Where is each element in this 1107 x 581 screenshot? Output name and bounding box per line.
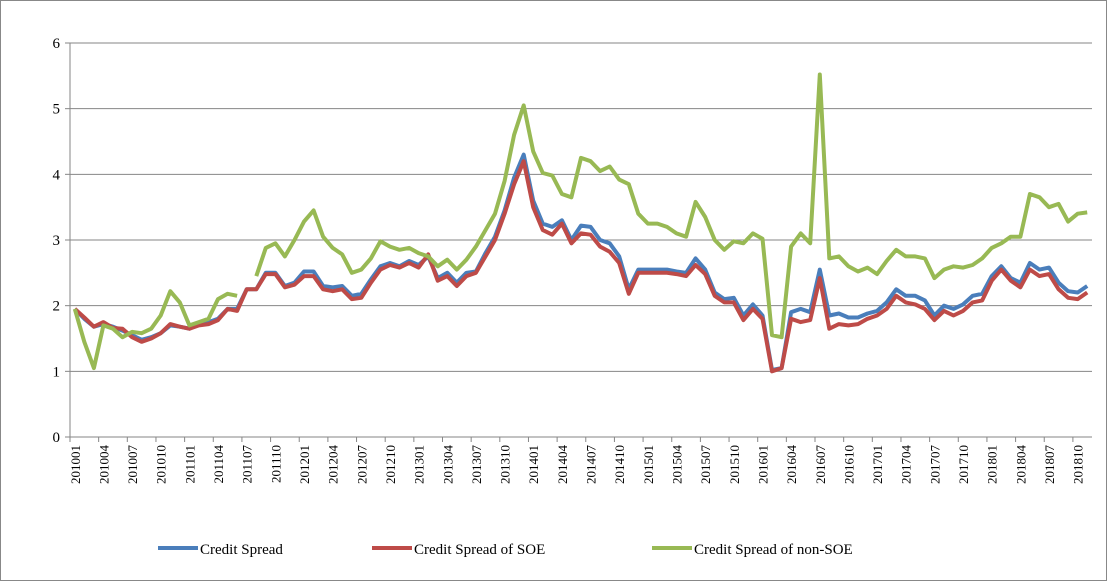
x-tick-label: 201410	[612, 445, 627, 484]
x-tick-label: 201201	[297, 445, 312, 484]
x-tick-label: 201710	[956, 445, 971, 484]
series-line	[72, 72, 1088, 371]
legend-label: Credit Spread of SOE	[414, 542, 545, 558]
x-tick-label: 201707	[927, 445, 942, 485]
y-tick-label: 1	[53, 364, 61, 380]
x-tick-label: 201801	[985, 445, 1000, 484]
x-tick-label: 201610	[841, 445, 856, 484]
x-tick-label: 201604	[784, 445, 799, 485]
x-tick-label: 201107	[240, 445, 255, 484]
x-tick-label: 201704	[899, 445, 914, 485]
x-tick-label: 201310	[498, 445, 513, 484]
x-tick-label: 201307	[469, 445, 484, 485]
y-tick-label: 4	[53, 167, 61, 183]
x-tick-label: 201507	[698, 445, 713, 485]
x-tick-label: 201407	[584, 445, 599, 485]
x-tick-label: 201101	[182, 445, 197, 484]
x-tick-label: 201501	[641, 445, 656, 484]
x-tick-label: 201601	[755, 445, 770, 484]
x-tick-label: 201110	[268, 445, 283, 483]
x-tick-label: 201804	[1013, 445, 1028, 485]
x-tick-label: 201210	[383, 445, 398, 484]
x-tick-label: 201007	[125, 445, 140, 485]
y-tick-label: 5	[53, 102, 61, 118]
x-tick-label: 201004	[96, 445, 111, 485]
x-tick-label: 201104	[211, 445, 226, 484]
x-tick-label: 201810	[1071, 445, 1086, 484]
y-tick-label: 3	[53, 233, 61, 249]
legend-label: Credit Spread	[200, 542, 283, 558]
x-tick-label: 201701	[870, 445, 885, 484]
y-tick-label: 6	[53, 36, 61, 52]
x-tick-label: 201207	[354, 445, 369, 485]
x-tick-label: 201010	[154, 445, 169, 484]
x-tick-label: 201001	[68, 445, 83, 484]
x-tick-label: 201807	[1042, 445, 1057, 485]
y-tick-label: 0	[53, 430, 61, 446]
x-tick-label: 201204	[326, 445, 341, 485]
x-tick-label: 201304	[440, 445, 455, 485]
legend-label: Credit Spread of non-SOE	[694, 542, 853, 558]
x-tick-label: 201401	[526, 445, 541, 484]
x-tick-label: 201607	[813, 445, 828, 485]
x-tick-label: 201504	[670, 445, 685, 485]
x-tick-label: 201510	[727, 445, 742, 484]
x-tick-label: 201301	[412, 445, 427, 484]
x-tick-label: 201404	[555, 445, 570, 485]
series-line	[73, 159, 1089, 374]
y-tick-label: 2	[53, 299, 61, 315]
